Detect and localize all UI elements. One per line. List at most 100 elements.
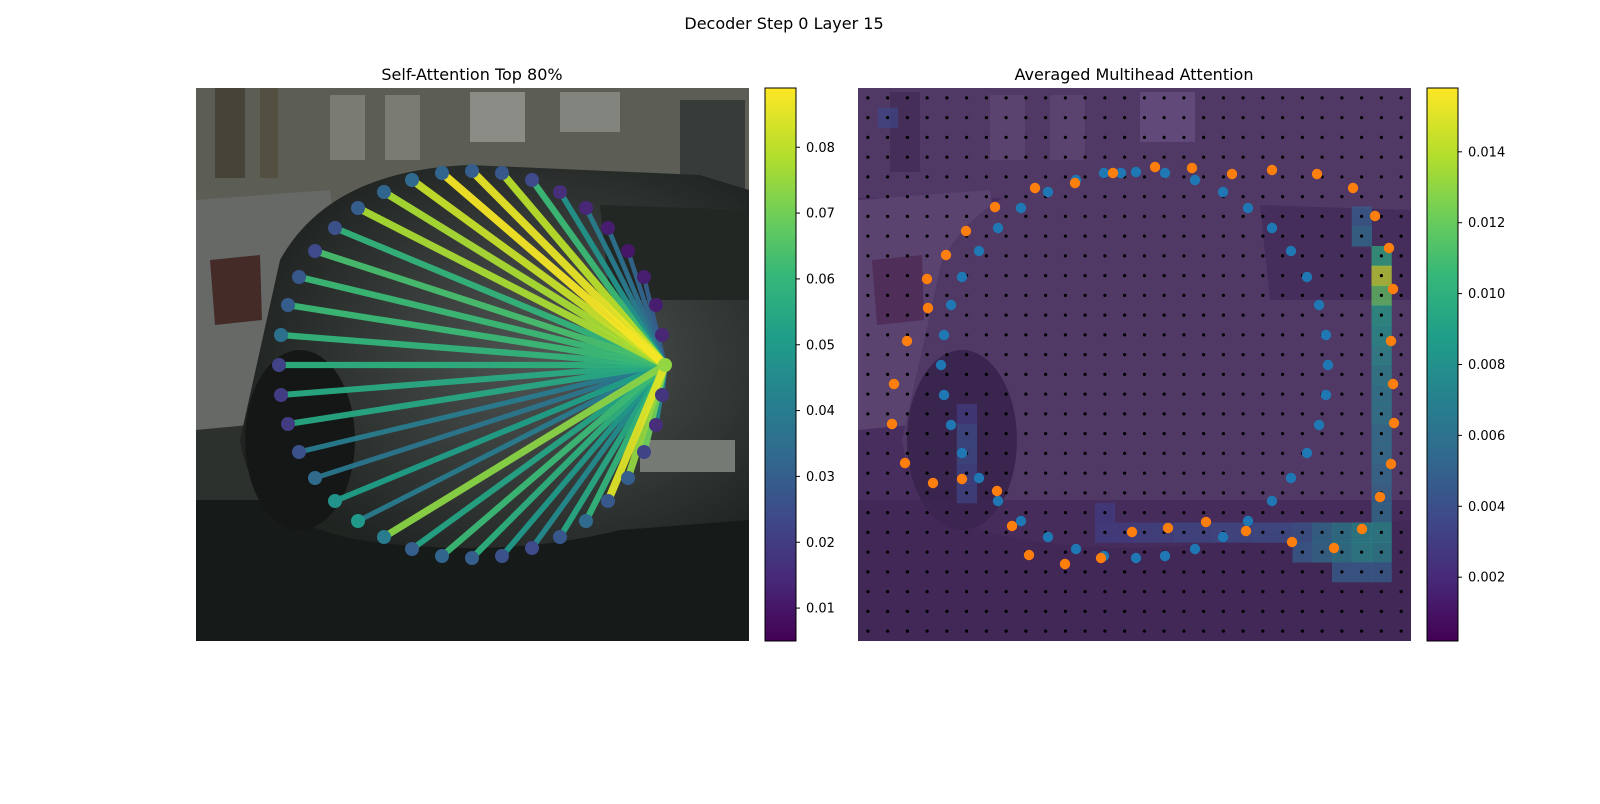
attention-node xyxy=(579,201,593,215)
grid-dot xyxy=(1142,214,1146,218)
grid-dot xyxy=(925,510,929,515)
grid-dot xyxy=(1281,471,1285,475)
grid-dot xyxy=(1004,471,1008,475)
grid-dot xyxy=(1162,412,1166,416)
grid-dot xyxy=(925,372,929,376)
grid-dot xyxy=(1340,175,1344,179)
grid-dot xyxy=(1261,412,1265,416)
grid-dot xyxy=(1083,353,1087,357)
grid-dot xyxy=(945,372,949,376)
grid-dot xyxy=(1221,234,1225,238)
grid-dot xyxy=(1182,451,1186,455)
grid-dot xyxy=(1340,214,1344,218)
orange-point xyxy=(1200,516,1212,528)
grid-dot xyxy=(1300,471,1304,475)
grid-dot xyxy=(945,530,949,535)
grid-dot xyxy=(1281,590,1285,594)
grid-dot xyxy=(1261,116,1265,120)
grid-dot xyxy=(1103,353,1107,357)
grid-dot xyxy=(1261,96,1265,100)
grid-dot xyxy=(1399,491,1403,495)
grid-dot xyxy=(905,333,910,337)
grid-dot xyxy=(1320,590,1324,594)
grid-dot xyxy=(866,510,870,515)
colorbar-tick-label: 0.006 xyxy=(1468,429,1505,444)
grid-dot xyxy=(1340,432,1344,436)
grid-dot xyxy=(1142,432,1146,436)
attention-edge xyxy=(529,363,668,550)
grid-dot xyxy=(1142,293,1146,297)
grid-dot xyxy=(1063,570,1067,574)
orange-point xyxy=(1387,283,1399,295)
grid-dot xyxy=(905,392,910,396)
grid-dot xyxy=(1024,590,1028,594)
attention-edge xyxy=(410,362,667,552)
grid-dot xyxy=(905,629,910,633)
grid-dot xyxy=(905,471,910,475)
grid-dot xyxy=(866,195,870,199)
orange-point xyxy=(1369,210,1381,222)
grid-dot xyxy=(905,234,910,238)
grid-dot xyxy=(1123,550,1127,554)
right-panel: Averaged Multihead Attention 0.0020.0040… xyxy=(858,65,1505,642)
attention-node xyxy=(351,514,365,528)
grid-dot xyxy=(984,274,989,278)
grid-dot xyxy=(1300,293,1304,297)
grid-dot xyxy=(984,570,989,574)
grid-dot xyxy=(1399,609,1403,614)
grid-dot xyxy=(1360,550,1364,554)
grid-dot xyxy=(1379,451,1383,455)
grid-dot xyxy=(1182,550,1186,554)
grid-dot xyxy=(1083,550,1087,554)
grid-dot xyxy=(1142,353,1146,357)
grid-dot xyxy=(1221,432,1225,436)
grid-dot xyxy=(1024,530,1028,535)
orange-point xyxy=(1383,242,1395,254)
grid-dot xyxy=(886,550,890,554)
grid-dot xyxy=(1044,412,1048,416)
grid-dot xyxy=(886,254,890,258)
grid-dot xyxy=(1142,530,1146,535)
grid-dot xyxy=(1044,629,1048,633)
attention-node xyxy=(579,514,593,528)
grid-dot xyxy=(886,116,890,120)
grid-dot xyxy=(1083,234,1087,238)
grid-dot xyxy=(1340,333,1344,337)
grid-dot xyxy=(1063,392,1067,396)
grid-dot xyxy=(1300,313,1304,317)
grid-dot xyxy=(1379,195,1383,199)
grid-dot xyxy=(965,412,969,416)
grid-dot xyxy=(1142,155,1146,159)
grid-dot xyxy=(1063,590,1067,594)
blue-point xyxy=(1130,166,1142,178)
grid-dot xyxy=(1123,234,1127,238)
grid-dot xyxy=(1379,372,1383,376)
grid-dot xyxy=(984,372,989,376)
blue-point xyxy=(1301,447,1313,459)
grid-dot xyxy=(866,155,870,159)
grid-dot xyxy=(1379,510,1383,515)
grid-dot xyxy=(1162,629,1166,633)
grid-dot xyxy=(1182,412,1186,416)
grid-dot xyxy=(905,116,910,120)
grid-dot xyxy=(965,353,969,357)
grid-dot xyxy=(1360,491,1364,495)
grid-dot xyxy=(1300,155,1304,159)
grid-dot xyxy=(1083,214,1087,218)
grid-dot xyxy=(1320,293,1324,297)
grid-dot xyxy=(866,96,870,100)
attention-node xyxy=(525,541,539,555)
grid-dot xyxy=(1004,609,1008,614)
blue-point xyxy=(1042,186,1054,198)
grid-dot xyxy=(1024,392,1028,396)
grid-dot xyxy=(1123,412,1127,416)
grid-dot xyxy=(984,353,989,357)
grid-dot xyxy=(1340,234,1344,238)
attention-node xyxy=(655,328,669,342)
grid-dot xyxy=(886,451,890,455)
grid-dot xyxy=(1221,451,1225,455)
grid-dot xyxy=(1063,609,1067,614)
grid-dot xyxy=(925,392,929,396)
grid-dot xyxy=(1399,353,1403,357)
grid-dot xyxy=(984,293,989,297)
